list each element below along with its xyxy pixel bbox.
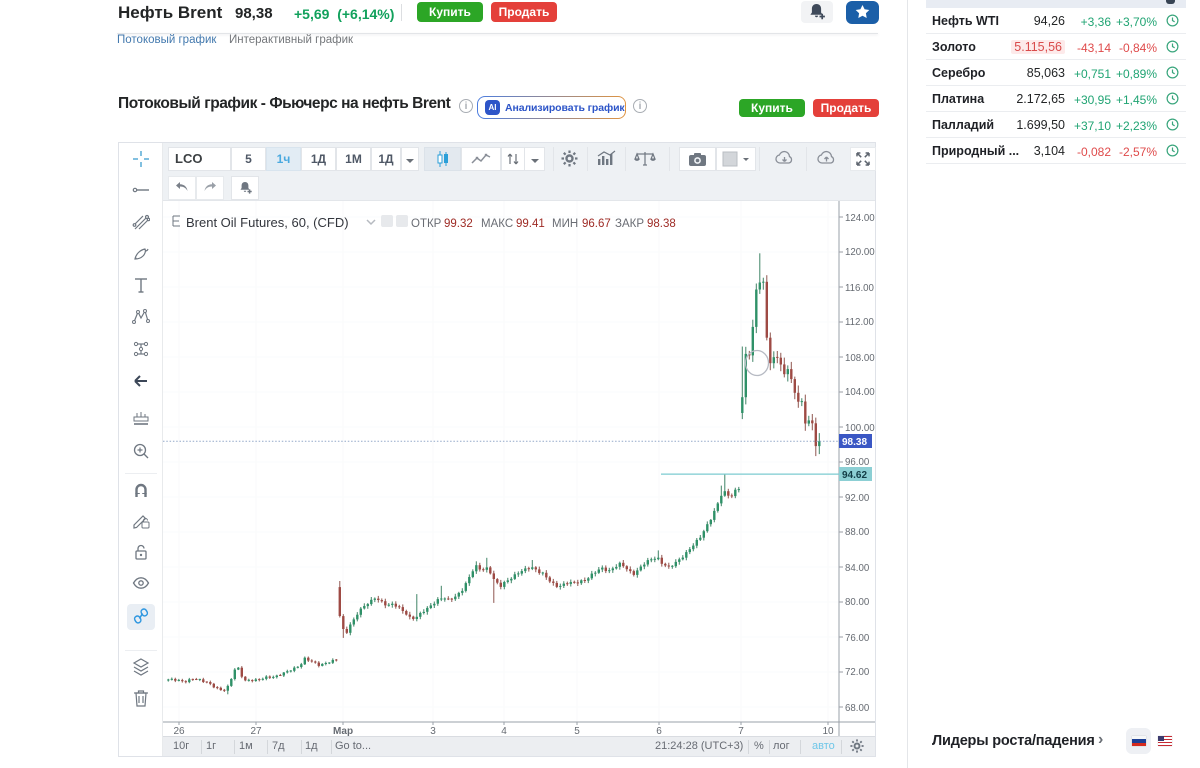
- svg-text:7: 7: [738, 726, 744, 737]
- svg-text:80.00: 80.00: [845, 597, 870, 608]
- svg-text:124.00: 124.00: [845, 213, 875, 224]
- svg-text:98.38: 98.38: [647, 218, 676, 230]
- svg-text:4: 4: [501, 726, 507, 737]
- svg-text:Brent Oil Futures, 60, (CFD): Brent Oil Futures, 60, (CFD): [186, 215, 349, 230]
- svg-text:5: 5: [574, 726, 580, 737]
- svg-text:96.67: 96.67: [582, 218, 611, 230]
- svg-text:72.00: 72.00: [845, 667, 870, 678]
- svg-text:120.00: 120.00: [845, 247, 875, 258]
- svg-text:88.00: 88.00: [845, 527, 870, 538]
- svg-text:104.00: 104.00: [845, 387, 875, 398]
- svg-text:108.00: 108.00: [845, 353, 875, 364]
- svg-text:Мар: Мар: [333, 726, 353, 737]
- svg-text:6: 6: [656, 726, 662, 737]
- svg-text:100.00: 100.00: [845, 423, 875, 434]
- svg-text:98.38: 98.38: [842, 437, 867, 448]
- svg-text:26: 26: [173, 726, 185, 737]
- svg-text:МИН: МИН: [552, 218, 578, 230]
- svg-text:ЗАКР: ЗАКР: [615, 218, 644, 230]
- svg-text:112.00: 112.00: [845, 317, 875, 328]
- svg-text:ОТКР: ОТКР: [411, 218, 442, 230]
- svg-text:3: 3: [430, 726, 436, 737]
- svg-text:96.00: 96.00: [845, 457, 870, 468]
- svg-text:99.32: 99.32: [444, 218, 473, 230]
- svg-text:76.00: 76.00: [845, 633, 870, 644]
- svg-text:27: 27: [250, 726, 262, 737]
- svg-text:10: 10: [822, 726, 834, 737]
- svg-text:116.00: 116.00: [845, 283, 875, 294]
- svg-text:92.00: 92.00: [845, 493, 870, 504]
- svg-text:94.62: 94.62: [842, 470, 867, 481]
- svg-text:МАКС: МАКС: [481, 218, 513, 230]
- svg-text:99.41: 99.41: [516, 218, 545, 230]
- svg-text:68.00: 68.00: [845, 703, 870, 714]
- svg-text:84.00: 84.00: [845, 563, 870, 574]
